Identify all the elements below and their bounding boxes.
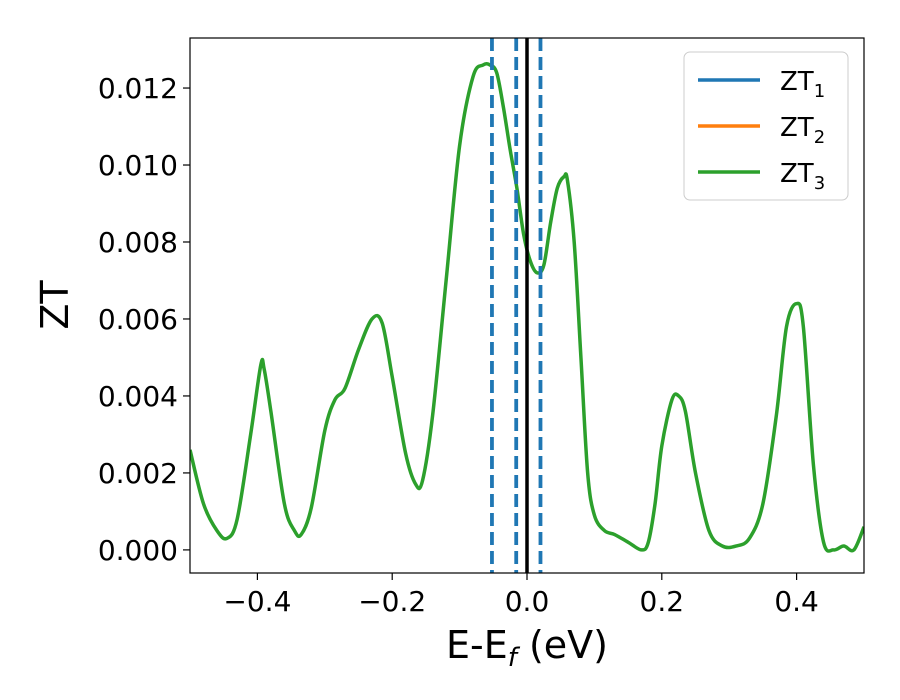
y-axis: 0.000 0.002 0.004 0.006 0.008 0.010 0.012	[98, 72, 190, 567]
legend-label-3: ZT3	[780, 159, 825, 194]
x-tick-label: 0.4	[774, 585, 819, 618]
y-axis-label: ZT	[33, 280, 77, 330]
y-tick-label: 0.000	[98, 534, 178, 567]
y-tick-label: 0.012	[98, 72, 178, 105]
x-tick-label: −0.4	[223, 585, 291, 618]
legend: ZT1 ZT2 ZT3	[683, 51, 849, 201]
y-tick-label: 0.004	[98, 380, 178, 413]
x-tick-label: 0.2	[640, 585, 685, 618]
x-tick-label: −0.2	[358, 585, 426, 618]
x-tick-label: 0.0	[505, 585, 550, 618]
x-axis: −0.4 −0.2 0.0 0.2 0.4	[223, 573, 819, 618]
y-tick-label: 0.008	[98, 226, 178, 259]
y-tick-label: 0.010	[98, 149, 178, 182]
legend-box	[683, 51, 849, 201]
plot-marks	[190, 38, 864, 573]
legend-label-1: ZT1	[780, 67, 825, 102]
y-tick-label: 0.002	[98, 457, 178, 490]
legend-label-2: ZT2	[780, 113, 825, 148]
series-line-3	[190, 61, 864, 553]
x-axis-label: E-Ef (eV)	[446, 623, 608, 673]
y-tick-label: 0.006	[98, 303, 178, 336]
